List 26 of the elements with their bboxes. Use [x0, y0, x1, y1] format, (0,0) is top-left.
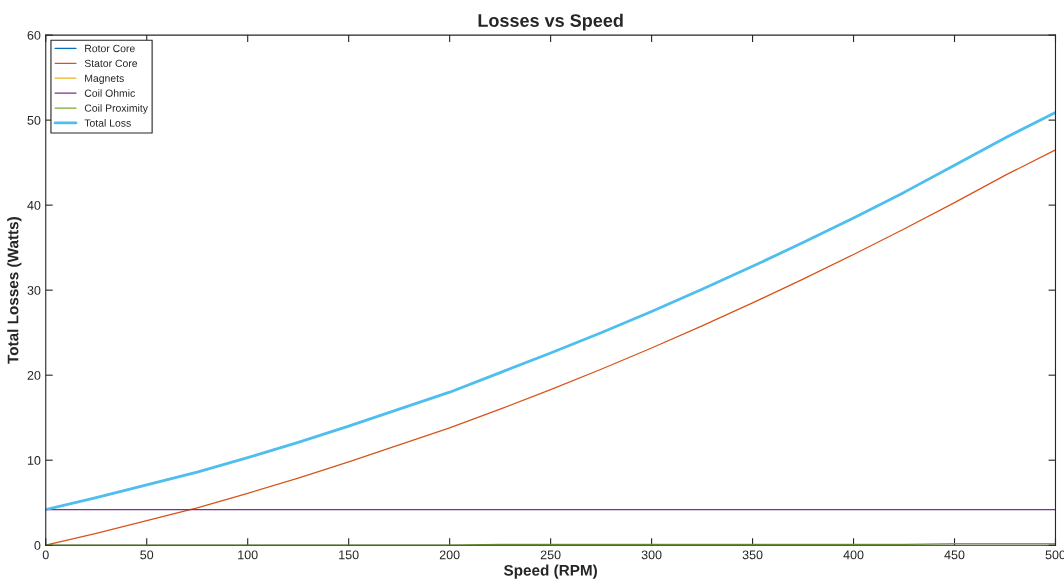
x-axis-title: Speed (RPM)	[503, 564, 597, 579]
x-tick-label: 200	[439, 550, 460, 560]
x-tick-label: 0	[42, 550, 49, 560]
x-tick-label: 350	[742, 550, 763, 560]
legend-label: Rotor Core	[85, 44, 135, 53]
y-tick-label: 40	[27, 200, 41, 210]
legend-label: Coil Ohmic	[84, 89, 135, 97]
legend-label: Coil Proximity	[84, 104, 148, 114]
x-tick-label: 250	[540, 550, 561, 560]
x-tick-label: 100	[238, 550, 258, 560]
y-tick-label: 20	[27, 370, 41, 380]
legend-label: Stator Core	[84, 59, 138, 68]
legend-label: Magnets	[85, 74, 124, 85]
x-tick-label: 400	[843, 550, 864, 560]
y-axis-title: Total Losses (Watts)	[7, 217, 22, 364]
x-tick-label: 450	[944, 550, 965, 560]
y-tick-label: 10	[27, 456, 41, 465]
y-tick-label: 60	[27, 30, 41, 40]
x-tick-label: 300	[641, 550, 662, 560]
legend-label: Total Loss	[84, 119, 131, 127]
x-tick-label: 150	[339, 550, 359, 560]
y-tick-label: 0	[34, 541, 41, 550]
x-tick-label: 50	[140, 550, 154, 560]
y-tick-label: 30	[27, 285, 41, 295]
chart-title: Losses vs Speed	[478, 13, 623, 31]
y-tick-label: 50	[27, 115, 41, 125]
